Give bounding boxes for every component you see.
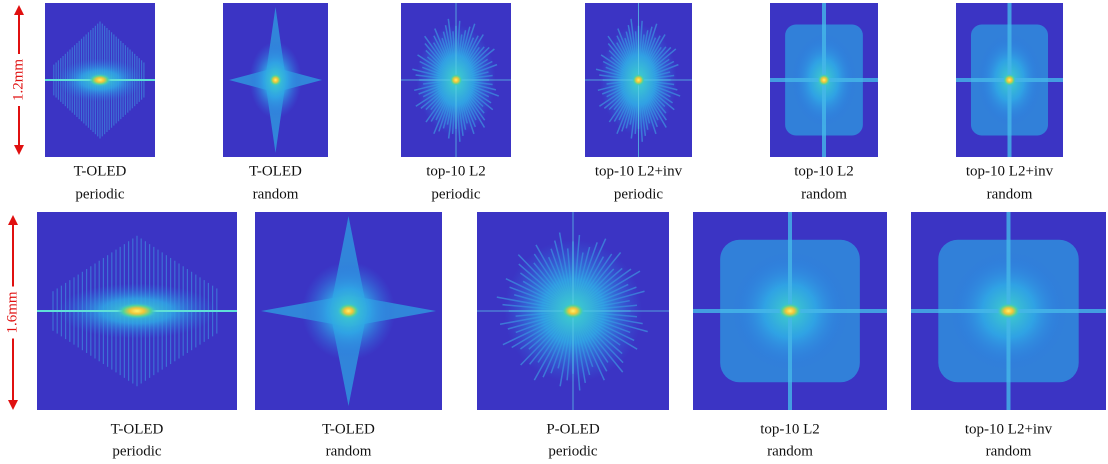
- caption: top-10 L2: [794, 163, 854, 179]
- figure: 1.2mm T-OLED periodic T-OLED random top-10 L2…: [0, 0, 1108, 464]
- peak: [449, 74, 462, 86]
- caption: P-OLED: [546, 421, 599, 437]
- peak: [997, 303, 1020, 319]
- scale-label: 1.6mm: [4, 291, 20, 333]
- caption: periodic: [112, 443, 161, 459]
- arrow-head: [14, 5, 24, 15]
- peak: [117, 303, 157, 319]
- caption: periodic: [614, 186, 663, 202]
- caption: periodic: [548, 443, 597, 459]
- psf-image: [693, 212, 887, 410]
- psf-image: [956, 3, 1063, 157]
- peak: [632, 74, 645, 86]
- caption: top-10 L2+inv: [966, 163, 1054, 179]
- caption: periodic: [431, 186, 480, 202]
- caption: random: [326, 443, 372, 459]
- caption: top-10 L2: [760, 421, 820, 437]
- psf-image: [770, 3, 878, 157]
- caption: T-OLED: [74, 163, 127, 179]
- caption: T-OLED: [249, 163, 302, 179]
- psf-image: [477, 212, 669, 410]
- peak: [337, 303, 359, 319]
- psf-image: [911, 212, 1106, 410]
- psf-image: [255, 212, 442, 410]
- caption: top-10 L2+inv: [965, 421, 1053, 437]
- peak: [89, 74, 111, 86]
- caption: random: [767, 443, 813, 459]
- caption: random: [801, 186, 847, 202]
- peak: [818, 74, 831, 86]
- arrow-head: [14, 145, 24, 155]
- arrow-head: [8, 215, 18, 225]
- peak: [1003, 74, 1016, 86]
- caption: periodic: [75, 186, 124, 202]
- psf-image: [585, 3, 692, 157]
- scale-label: 1.2mm: [10, 59, 26, 101]
- psf-image: [37, 212, 237, 410]
- psf-image: [401, 3, 511, 157]
- psf-image: [223, 3, 328, 157]
- peak: [269, 74, 282, 86]
- caption: random: [987, 186, 1033, 202]
- peak: [778, 303, 801, 319]
- caption: top-10 L2+inv: [595, 163, 683, 179]
- caption: T-OLED: [111, 421, 164, 437]
- caption: random: [253, 186, 299, 202]
- caption: top-10 L2: [426, 163, 486, 179]
- psf-image: [45, 3, 155, 157]
- caption: T-OLED: [322, 421, 375, 437]
- caption: random: [986, 443, 1032, 459]
- arrow-head: [8, 400, 18, 410]
- peak: [561, 303, 584, 319]
